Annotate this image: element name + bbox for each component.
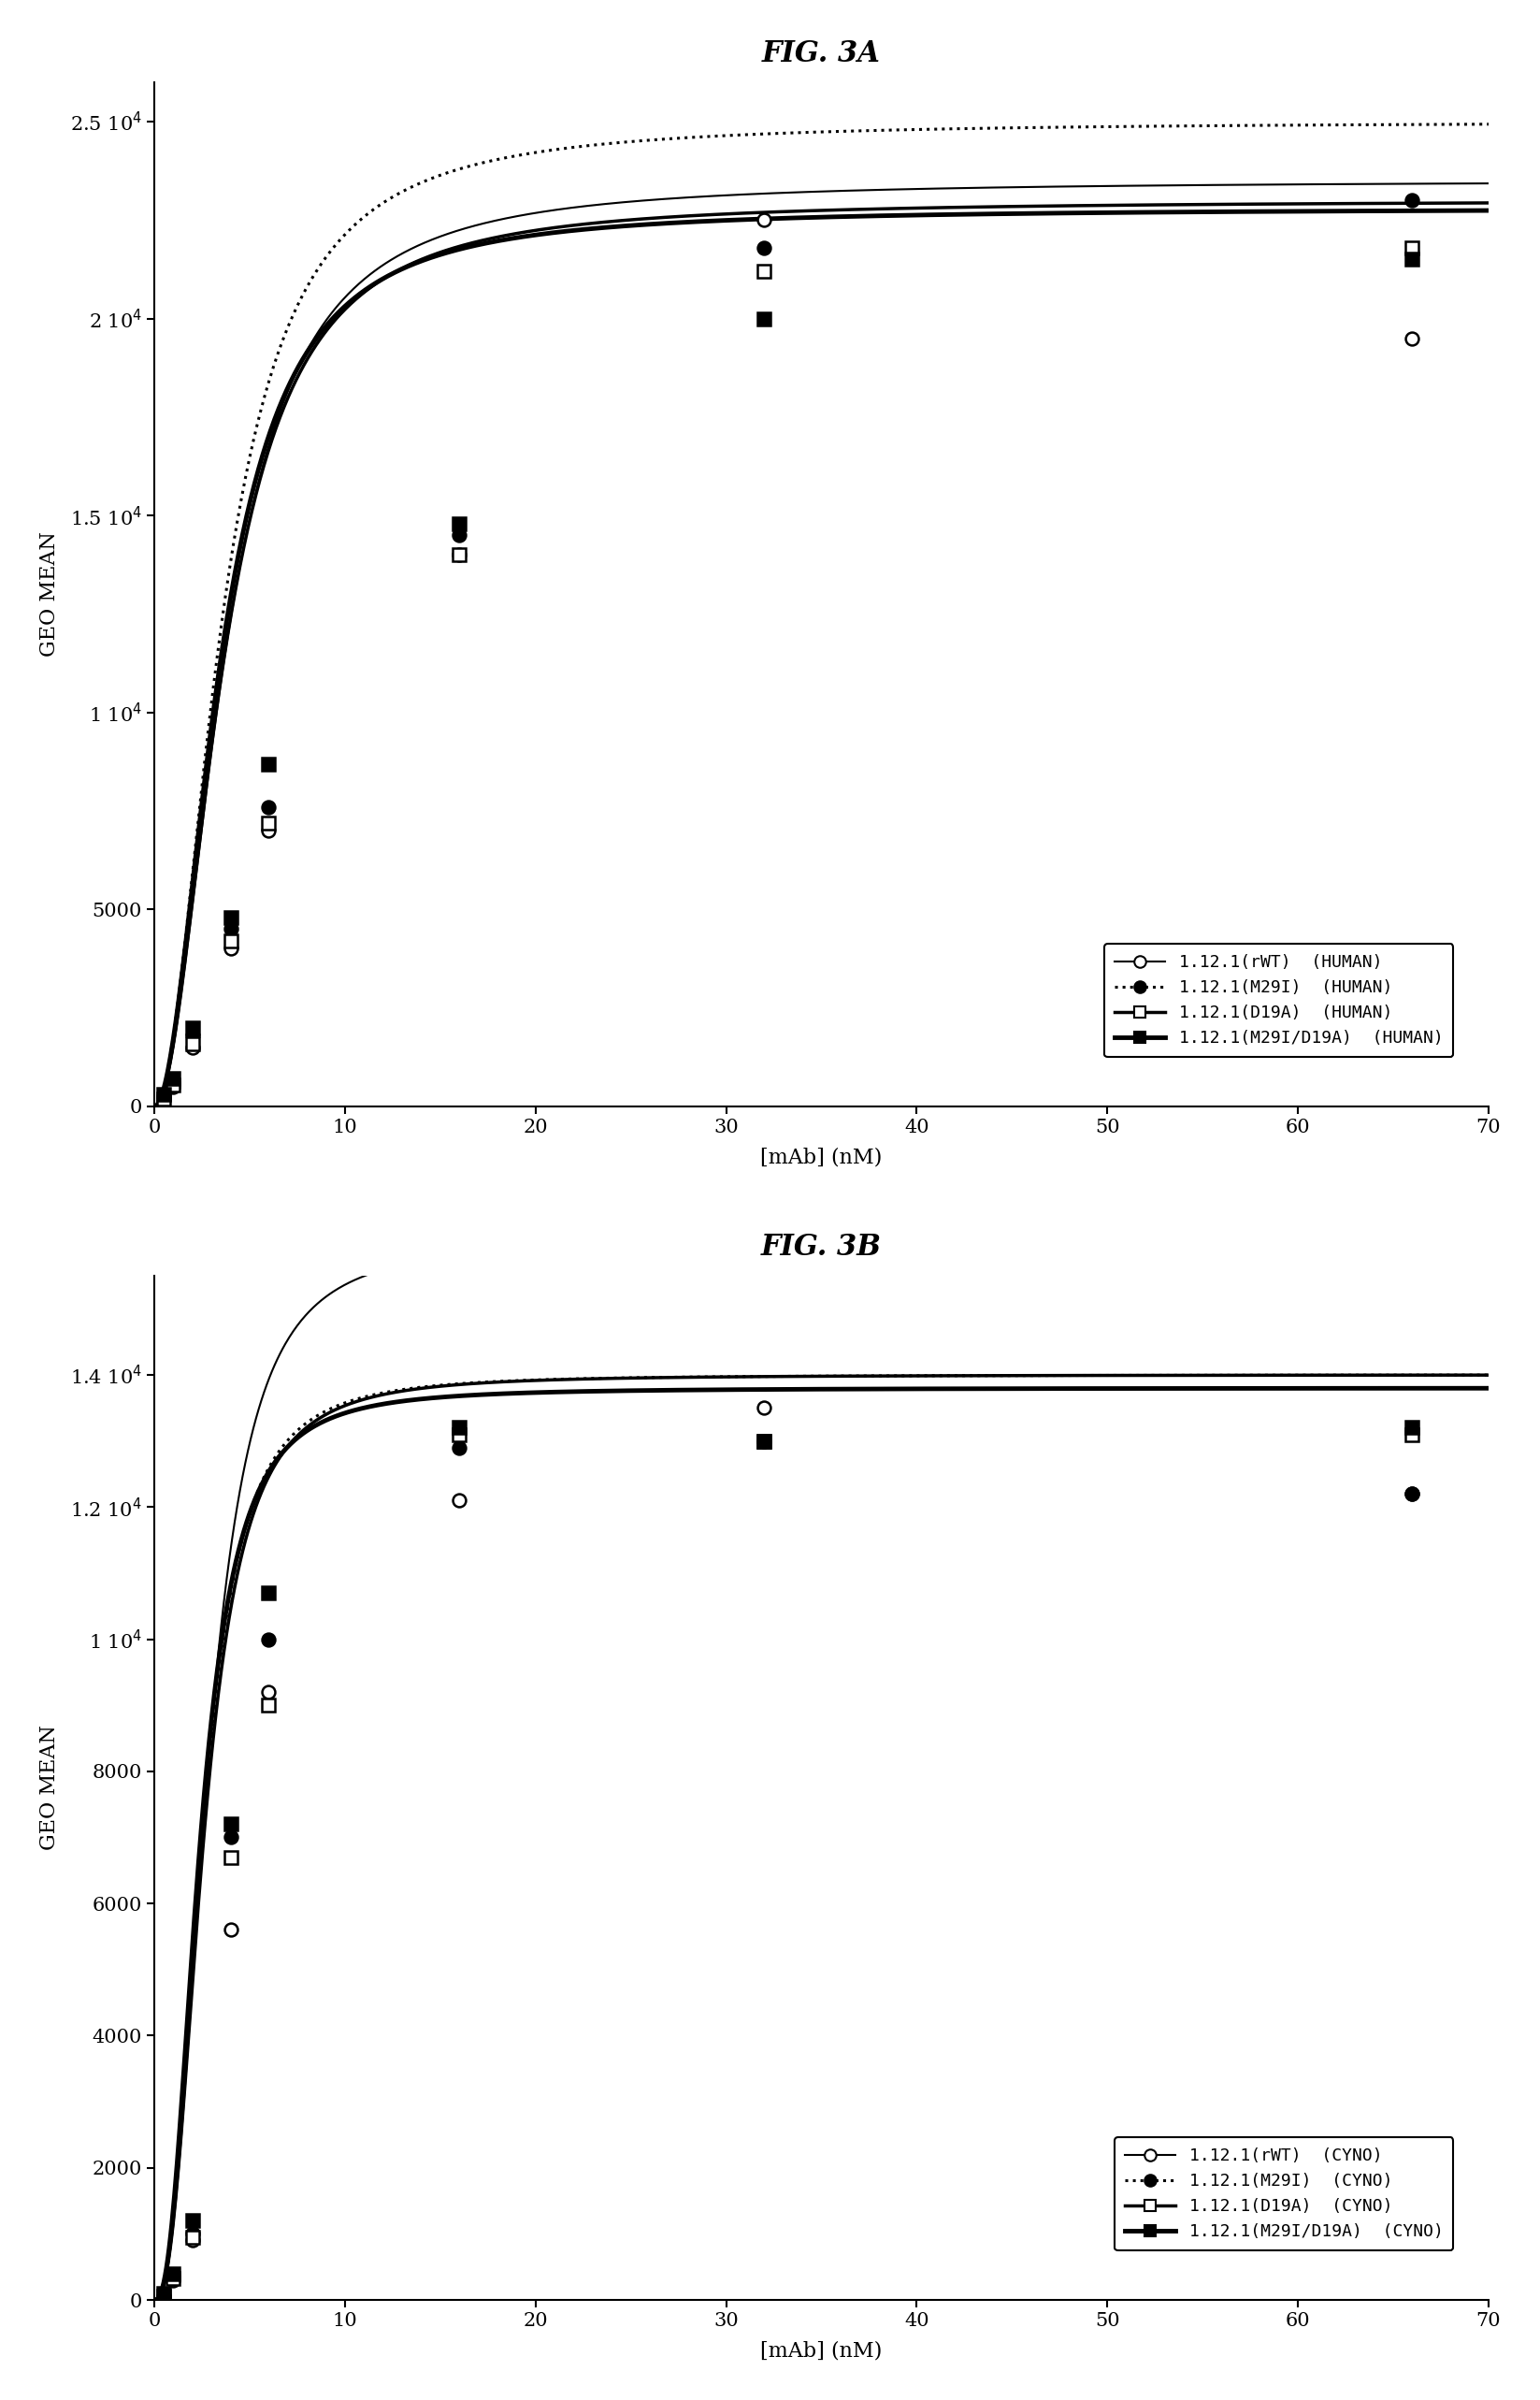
Legend: 1.12.1(rWT)  (HUMAN), 1.12.1(M29I)  (HUMAN), 1.12.1(D19A)  (HUMAN), 1.12.1(M29I/: 1.12.1(rWT) (HUMAN), 1.12.1(M29I) (HUMAN… <box>1104 943 1454 1056</box>
Y-axis label: GEO MEAN: GEO MEAN <box>38 1726 60 1850</box>
Legend: 1.12.1(rWT)  (CYNO), 1.12.1(M29I)  (CYNO), 1.12.1(D19A)  (CYNO), 1.12.1(M29I/D19: 1.12.1(rWT) (CYNO), 1.12.1(M29I) (CYNO),… <box>1115 2138 1454 2251</box>
X-axis label: [mAb] (nM): [mAb] (nM) <box>761 1147 882 1166</box>
Title: FIG. 3B: FIG. 3B <box>761 1234 882 1262</box>
Y-axis label: GEO MEAN: GEO MEAN <box>38 533 60 658</box>
Title: FIG. 3A: FIG. 3A <box>762 38 881 67</box>
X-axis label: [mAb] (nM): [mAb] (nM) <box>761 2340 882 2362</box>
